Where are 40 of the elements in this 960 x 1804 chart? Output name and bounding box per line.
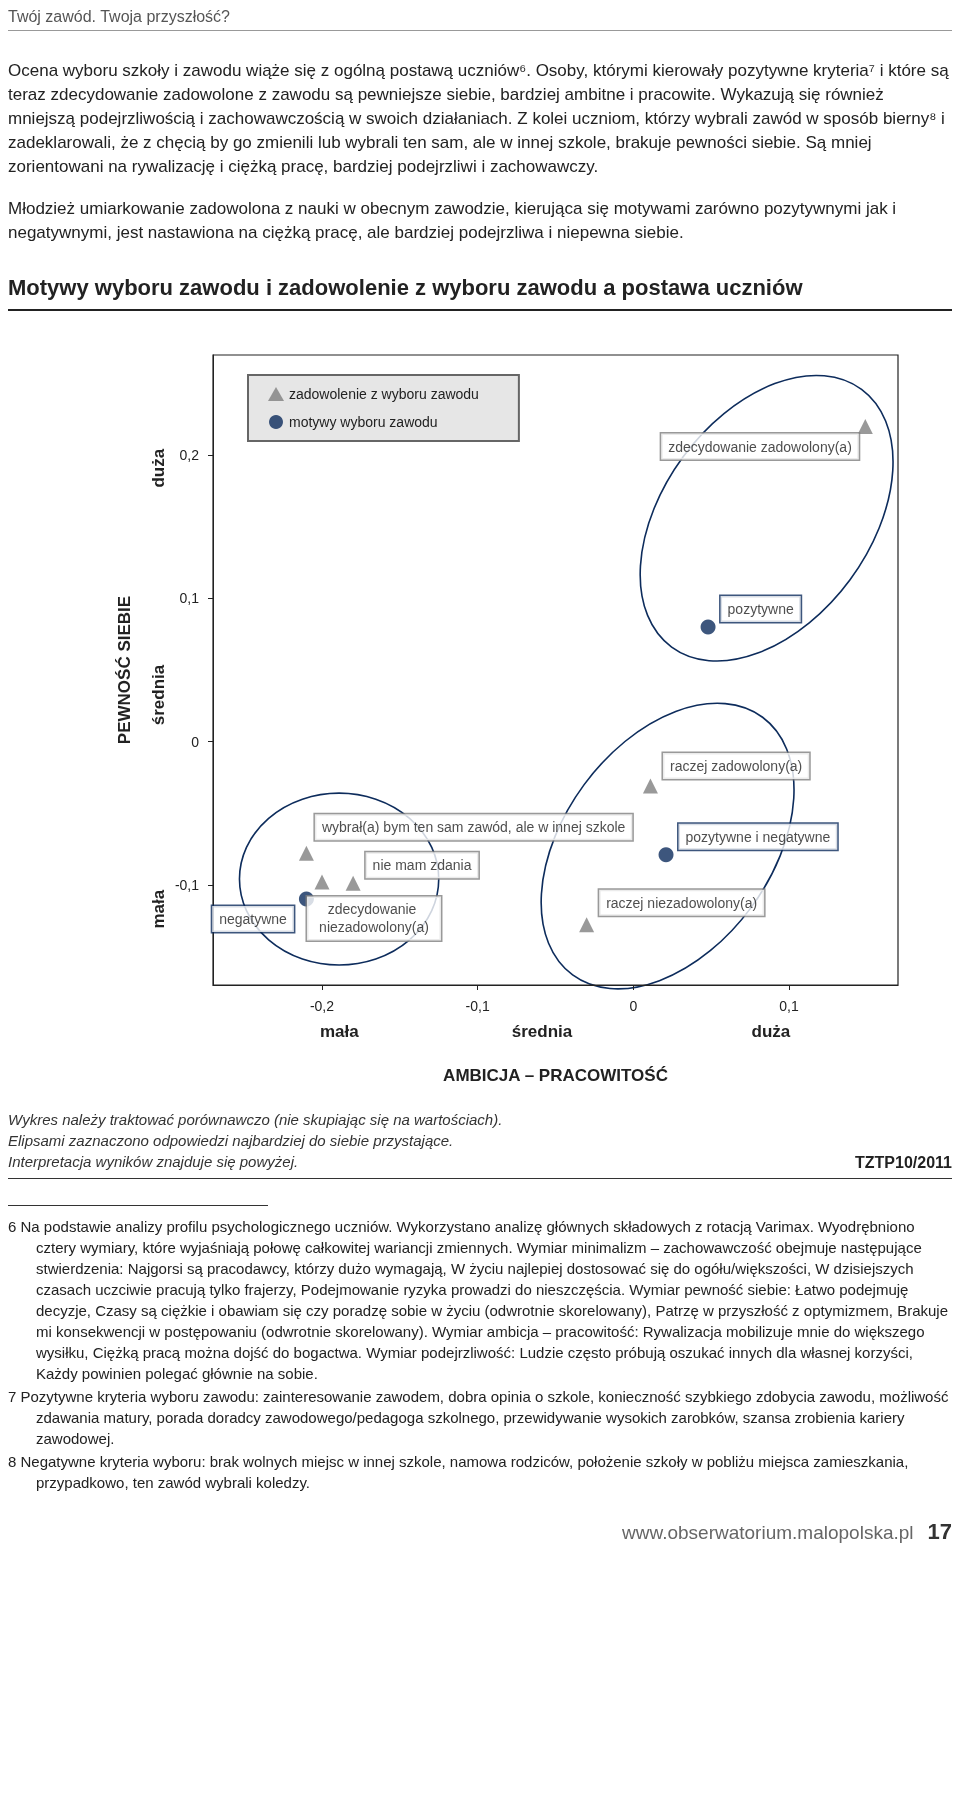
text: 17 (927, 1519, 952, 1545)
text: 8 Negatywne kryteria wyboru: brak wolnych miejsc w innej szkole, namowa rodziców, położenie szkoły w pobliżu miejsca zamieszkania, przypadkowo, ten zawód wybrali koledzy. (8, 1452, 910, 1493)
y-tick-label: 0 (191, 733, 200, 750)
y-axis-title: PEWNOŚĆ SIEBIE (115, 595, 134, 745)
x-tick-label: -0,1 (465, 998, 490, 1014)
text: Twój zawód. Twoja przyszłość? (8, 8, 952, 31)
text: TZTP10/2011 (855, 1154, 952, 1172)
text: średnia (148, 664, 168, 726)
text: Elipsami zaznaczono odpowiedzi najbardziej do siebie przystające. (8, 1131, 455, 1151)
text: Interpretacja wyników znajduje się powyżej. (8, 1152, 300, 1172)
y-tick-label: 0,1 (179, 590, 200, 607)
y-tick-label: -0,1 (174, 876, 200, 893)
data-label: zdecydowanie zadowolony(a) (668, 438, 852, 455)
text: 7 Pozytywne kryteria wyboru zawodu: zainteresowanie zawodem, dobra opinia o szkole, konieczność szybkiego zdobycia zawodu, możliwość zdawania matury, porada doradcy zawodowego/pedagoga szkolnego, przewidywanie wysokich zarobków, szansa zrobienia kariery zawodowej. (8, 1387, 950, 1449)
data-label: zdecydowanie niezadowolony(a) (319, 901, 429, 936)
x-tick-label: 0,1 (779, 998, 799, 1014)
data-label: wybrał(a) bym ten sam zawód, ale w innej szkole (320, 819, 626, 836)
data-label: nie mam zdania (372, 857, 472, 874)
text: www.obserwatorium.malopolska.pl (622, 1522, 914, 1544)
text: Wykres należy traktować porównawczo (nie skupiając się na wartościach). (8, 1110, 503, 1130)
data-label: pozytywne i negatywne (685, 828, 831, 845)
x-tick-label: 0 (629, 998, 638, 1014)
text: Młodzież umiarkowanie zadowolona z nauki w obecnym zawodzie, kierująca się motywami zarówno pozytywnymi jak i negatywnymi, jest nastawiona na ciężką pracę, ale bardziej podejrzliwa i niepewna siebie. (8, 198, 898, 244)
data-label: negatywne (219, 911, 288, 928)
data-label: pozytywne (727, 601, 794, 618)
text: 6 Na podstawie analizy profilu psychologicznego uczniów. Wykorzystano analizę głównych składowych z rotacją Varimax. Wyodrębniono cztery wymiary, które wyjaśniają połowę całkowitej wariancji zmiennych. Wymiar minimalizm – zachowawczość obejmuje następujące stwierdzenia: Najgorsi są pracodawcy, którzy dużo wymagają, W życiu najlepiej dostosować się do ogółu/większości, W dzisiejszych czasach uczciwie pracują tylko frajerzy, Podejmowanie ryzyka prowadzi do nieszczęścia. Wymiar pewność siebie: Łatwo podejmuję decyzje, Czasy są ciężkie i obawiam się czy poradzę sobie w życiu (odwrotnie skorelowany), Patrzę w przyszłość z optymizmem, Brakuje mi konsekwencji w postępowaniu (odwrotnie skorelowany). Wymiar ambicja – pracowitość: Rywalizacja mobilizuje mnie do większego wysiłku, Ciężką pracą można dojść do bogactwa. Wymiar podejrzliwość: Ludzie często próbują oszukać innych dla własnej korzyści, Każdy powinien polegać głównie na sobie. (8, 1217, 949, 1384)
text: duża (148, 448, 168, 488)
text: mała (320, 1022, 360, 1041)
text: Ocena wyboru szkoły i zawodu wiąże się z ogólną postawą uczniów⁶. Osoby, którymi kierowały pozytywne kryteria⁷ i które są teraz zdecydowanie zadowolone z zawodu są pewniejsze siebie, bardziej ambitne i pracowite. Wykazują się również mniejszą podejrzliwością i zachowawczością w swoich działaniach. Z kolei uczniom, którzy wybrali zawód w sposób bierny⁸ i zadeklarowali, że z chęcią by go zmienili lub wybrali ten sam, ale w innej szkole, brakuje pewności siebie. Są mniej zorientowani na rywalizację i ciężką pracę, bardziej podejrzliwi i zachowawczy. (8, 60, 950, 178)
legend-label: motywy wyboru zawodu (289, 414, 438, 430)
data-label: raczej niezadowolony(a) (606, 894, 758, 911)
x-tick-label: -0,2 (309, 998, 335, 1014)
data-label: raczej zadowolony(a) (669, 757, 803, 774)
text: duża (751, 1022, 791, 1041)
x-axis-title: AMBICJA – PRACOWITOŚĆ (443, 1066, 668, 1085)
text: średnia (511, 1022, 573, 1041)
y-tick-label: 0,2 (179, 447, 200, 464)
chart-title: Motywy wyboru zawodu i zadowolenie z wyboru zawodu a postawa uczniów (8, 263, 952, 311)
text: mała (148, 889, 168, 929)
legend-label: zadowolenie z wyboru zawodu (289, 386, 479, 402)
